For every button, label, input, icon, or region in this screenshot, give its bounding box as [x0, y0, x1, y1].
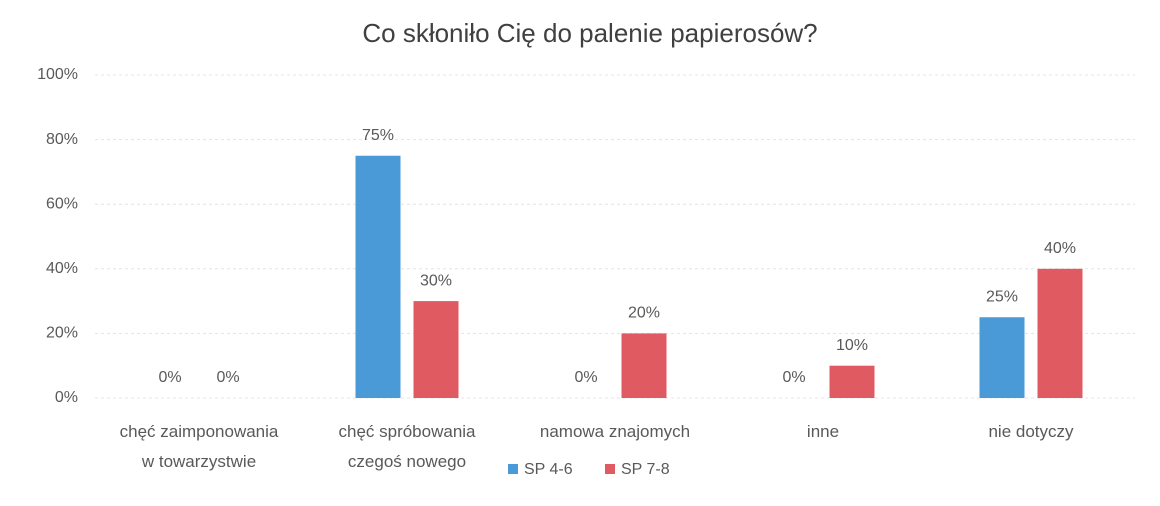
bar	[829, 365, 875, 398]
y-tick-label: 0%	[55, 389, 78, 406]
chart-title: Co skłoniło Cię do palenie papierosów?	[362, 18, 817, 48]
data-label: 0%	[216, 369, 239, 386]
legend-label: SP 7-8	[621, 461, 670, 478]
bar	[355, 155, 401, 398]
data-label: 40%	[1044, 240, 1076, 257]
data-label: 20%	[628, 305, 660, 322]
y-tick-label: 80%	[46, 131, 78, 148]
bar	[979, 317, 1025, 398]
y-tick-label: 20%	[46, 325, 78, 342]
x-tick-label: namowa znajomych	[539, 422, 691, 441]
data-label: 75%	[362, 127, 394, 144]
legend-label: SP 4-6	[524, 461, 573, 478]
data-label: 0%	[782, 369, 805, 386]
data-label: 0%	[158, 369, 181, 386]
y-tick-label: 60%	[46, 195, 78, 212]
y-tick-label: 40%	[46, 260, 78, 277]
legend-swatch	[508, 464, 518, 474]
bar	[621, 333, 667, 398]
x-tick-label: chęć spróbowania czegoś nowego	[338, 422, 476, 471]
data-label: 10%	[836, 337, 868, 354]
x-tick-label: nie dotyczy	[988, 422, 1074, 441]
x-tick-label: chęć zaimponowania w towarzystwie	[119, 422, 279, 471]
x-tick-label: inne	[806, 422, 840, 441]
bar	[413, 301, 459, 398]
data-label: 25%	[986, 288, 1018, 305]
data-label: 30%	[420, 272, 452, 289]
data-label: 0%	[574, 369, 597, 386]
legend-swatch	[605, 464, 615, 474]
y-tick-label: 100%	[37, 66, 78, 83]
bar	[1037, 268, 1083, 398]
